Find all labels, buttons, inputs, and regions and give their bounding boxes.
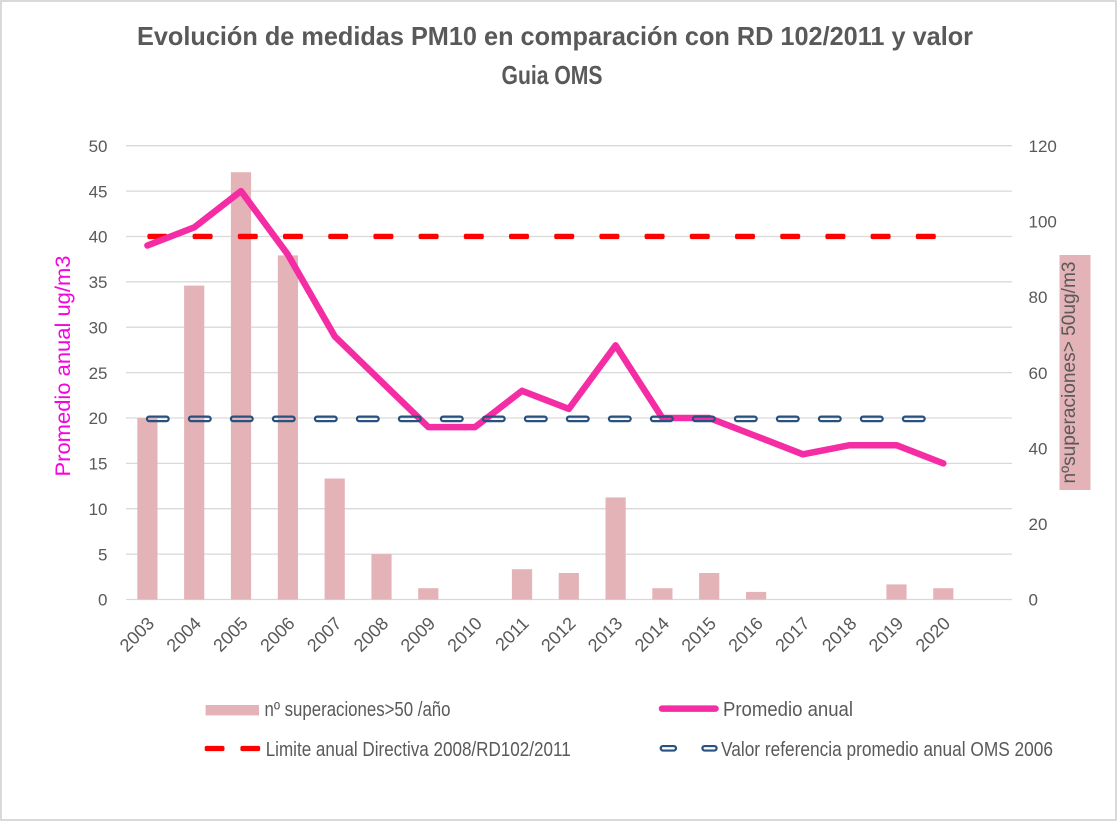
svg-text:10: 10 [89,500,108,519]
svg-text:30: 30 [89,318,108,337]
svg-text:35: 35 [89,273,108,292]
svg-text:20: 20 [1029,515,1048,534]
svg-text:80: 80 [1029,288,1048,307]
svg-text:25: 25 [89,364,108,383]
svg-text:Promedio anual ug/m3: Promedio anual ug/m3 [52,255,75,476]
svg-text:15: 15 [89,455,108,474]
svg-text:Limite anual Directiva 2008/RD: Limite anual Directiva 2008/RD102/2011 [266,739,571,761]
svg-text:0: 0 [98,591,107,610]
svg-text:nºsuperaciones> 50ug/m3: nºsuperaciones> 50ug/m3 [1059,262,1080,484]
svg-text:0: 0 [1029,591,1038,610]
svg-text:Evolución de medidas PM10 en c: Evolución de medidas PM10 en comparación… [137,21,973,51]
svg-text:40: 40 [89,228,108,247]
svg-text:5: 5 [98,545,107,564]
svg-text:20: 20 [89,409,108,428]
svg-text:50: 50 [89,137,108,156]
svg-text:60: 60 [1029,364,1048,383]
svg-text:45: 45 [89,182,108,201]
svg-text:100: 100 [1029,213,1057,232]
svg-text:Promedio anual: Promedio anual [723,699,853,721]
svg-text:120: 120 [1029,137,1057,156]
svg-text:40: 40 [1029,439,1048,458]
svg-text:Valor referencia promedio anua: Valor referencia promedio anual OMS 2006 [721,739,1053,761]
svg-text:nº superaciones>50 /año: nº superaciones>50 /año [265,699,451,721]
svg-text:Guia OMS: Guia OMS [502,60,603,90]
